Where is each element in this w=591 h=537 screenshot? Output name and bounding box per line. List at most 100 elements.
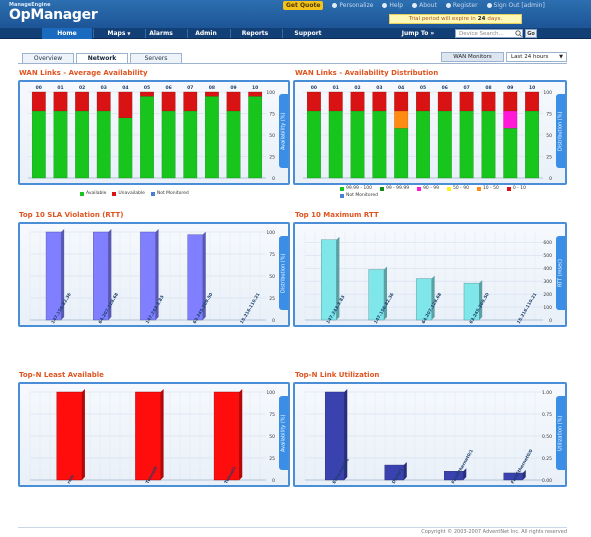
stacked-bar-segment	[96, 91, 111, 112]
stacked-bar-segment	[226, 110, 241, 179]
personalize-link[interactable]: Personalize	[332, 1, 373, 10]
legend-swatch	[112, 191, 117, 196]
product-logo[interactable]: OpManager	[9, 7, 98, 23]
legend-item: 0 - 10	[506, 186, 526, 191]
x-tick-label: 06	[166, 85, 172, 91]
device-search-input[interactable]: Device Search...	[455, 29, 523, 38]
max-rtt-title: Top 10 Maximum RTT	[295, 211, 379, 219]
stacked-bar-segment	[183, 91, 198, 112]
legend-label: Available	[86, 191, 107, 196]
x-tick-label: 10	[529, 85, 535, 91]
chart-bar-side	[431, 275, 435, 320]
max-rtt-axis-label: RTT (msec)	[556, 236, 565, 310]
trial-notice: Trial period will expire in 24 days.	[389, 14, 522, 24]
x-tick-label: 08	[485, 85, 491, 91]
y-tick-label: 75	[269, 252, 275, 258]
stacked-bar-segment	[328, 91, 343, 112]
chart-bar	[444, 470, 464, 481]
tab-network[interactable]: Network	[76, 53, 128, 63]
sign-out-icon	[486, 3, 492, 8]
stacked-bar-segment	[53, 110, 68, 179]
wan-dist-legend: 99.99 - 100 99 - 99.99 90 - 99 50 - 90 1…	[340, 186, 540, 198]
y-tick-label: 300	[543, 279, 552, 285]
legend-swatch	[476, 186, 481, 191]
nav-reports[interactable]: Reports	[241, 30, 269, 37]
max-rtt-panel: 0 100 200 300 400 500 600 147.243.3.83 147.156.8…	[293, 222, 567, 327]
x-tick-label: 09	[507, 85, 513, 91]
chevron-down-icon: ▼	[127, 31, 131, 36]
stacked-bar-segment	[75, 91, 89, 112]
nav-support[interactable]: Support	[294, 30, 322, 37]
sign-out-link[interactable]: Sign Out [admin]	[486, 1, 545, 10]
chart-bar-side	[160, 389, 164, 480]
legend-swatch	[506, 186, 511, 191]
stacked-bar-segment	[118, 117, 133, 179]
chart-bar	[463, 282, 480, 321]
legend-swatch	[80, 191, 84, 196]
legend-item: Available	[80, 191, 106, 196]
time-range-select[interactable]: Last 24 hours ▼	[506, 52, 567, 62]
chart-bar-side	[155, 229, 159, 320]
nav-admin[interactable]: Admin	[195, 30, 217, 37]
legend-swatch	[340, 193, 344, 198]
legend-item: 99 - 99.99	[379, 186, 410, 191]
help-link[interactable]: Help	[382, 1, 403, 10]
wan-dist-axis-label: Distribution (%)	[556, 94, 565, 168]
chart-bar-side	[239, 389, 243, 480]
stacked-bar-segment	[140, 96, 154, 179]
stacked-bar-segment	[140, 91, 154, 97]
jump-to-menu[interactable]: Jump To»	[393, 28, 443, 39]
stacked-bar-segment	[503, 127, 518, 179]
legend-label: 99.99 - 100	[346, 186, 372, 191]
chart-bar	[503, 472, 523, 481]
chart-bar-side	[81, 389, 85, 480]
y-tick-label: 50	[269, 274, 275, 280]
nav-maps[interactable]: Maps ▼	[94, 28, 144, 39]
chart-bar-side	[108, 229, 112, 320]
stacked-bar-segment	[481, 110, 496, 179]
link-util-title: Top-N Link Utilization	[295, 371, 380, 379]
wan-monitors-button[interactable]: WAN Monitors	[441, 52, 504, 62]
tab-overview[interactable]: Overview	[22, 53, 74, 63]
go-button[interactable]: Go	[525, 29, 537, 38]
sign-out-label: Sign Out [admin]	[493, 2, 545, 9]
y-tick-label: 0	[272, 318, 275, 324]
sla-panel: 0 25 50 75 100 147.156.82.36 64.207.128.68 147.…	[18, 222, 290, 327]
stacked-bar-segment	[350, 110, 365, 179]
y-tick-label: 75	[546, 111, 552, 117]
x-tick-label: 07	[464, 85, 470, 91]
register-icon	[445, 3, 451, 8]
stacked-bar-segment	[248, 96, 263, 179]
stacked-bar-segment	[118, 91, 133, 118]
nav-alarms[interactable]: Alarms	[149, 30, 173, 37]
stacked-bar-segment	[161, 91, 176, 112]
least-avail-axis-label: Availability (%)	[279, 396, 288, 470]
get-quote-link[interactable]: Get Quote	[283, 1, 324, 10]
nav-home[interactable]: Home	[42, 28, 92, 39]
nav-divider	[93, 29, 94, 38]
y-tick-label: 100	[543, 305, 552, 311]
chart-bar-side	[403, 462, 407, 480]
stacked-bar-segment	[31, 91, 46, 112]
y-tick-label: 25	[269, 296, 275, 302]
stacked-bar-segment	[306, 110, 321, 179]
legend-label: 99 - 99.99	[385, 186, 410, 191]
stacked-bar-segment	[96, 110, 111, 179]
y-tick-label: 0	[272, 176, 275, 182]
tab-servers[interactable]: Servers	[130, 53, 182, 63]
legend-item: Not Monitored	[150, 191, 189, 196]
trial-suffix: days.	[487, 16, 503, 22]
y-tick-label: 0	[272, 478, 275, 484]
footer-divider	[18, 527, 567, 528]
wan-dist-chart: 0 25 50 75 100 00 01 02 03 04 05 06 07 08 09 10	[303, 85, 552, 182]
y-tick-label: 100	[266, 230, 275, 236]
about-link[interactable]: About	[412, 1, 437, 10]
nav-divider	[145, 29, 146, 38]
register-link[interactable]: Register	[445, 1, 478, 10]
y-tick-label: 25	[269, 154, 275, 160]
stacked-bar-segment	[306, 91, 321, 112]
x-tick-label: 02	[79, 85, 85, 91]
stacked-bar-segment	[525, 91, 540, 112]
stacked-bar-segment	[31, 110, 46, 179]
